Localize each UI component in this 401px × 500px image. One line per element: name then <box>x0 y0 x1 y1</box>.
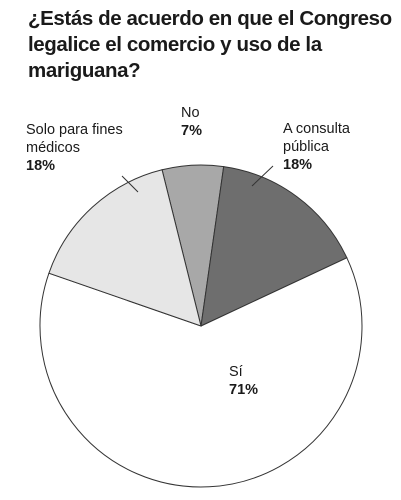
slice-label: Sí 71% <box>229 363 258 399</box>
pie-slice <box>39 257 363 488</box>
category-label: Solo para fines médicos <box>26 122 123 156</box>
slice-label: Solo para fines médicos 18% <box>26 121 136 175</box>
slice-label: A consulta pública 18% <box>283 120 393 174</box>
pie-slice <box>200 166 348 327</box>
category-label: Sí <box>229 364 243 380</box>
value-label: 71% <box>229 382 259 398</box>
pie <box>39 164 363 488</box>
category-label: No <box>181 105 200 121</box>
slice-label: No 7% <box>181 104 202 140</box>
value-label: 18% <box>26 158 56 174</box>
value-label: 18% <box>283 157 313 173</box>
chart-title: ¿Estás de acuerdo en que el Congreso leg… <box>28 7 392 82</box>
leader-line <box>121 175 139 193</box>
value-label: 7% <box>181 123 202 139</box>
category-label: A consulta pública <box>283 121 350 155</box>
pie-slice <box>48 169 202 327</box>
leader-line <box>251 165 274 187</box>
